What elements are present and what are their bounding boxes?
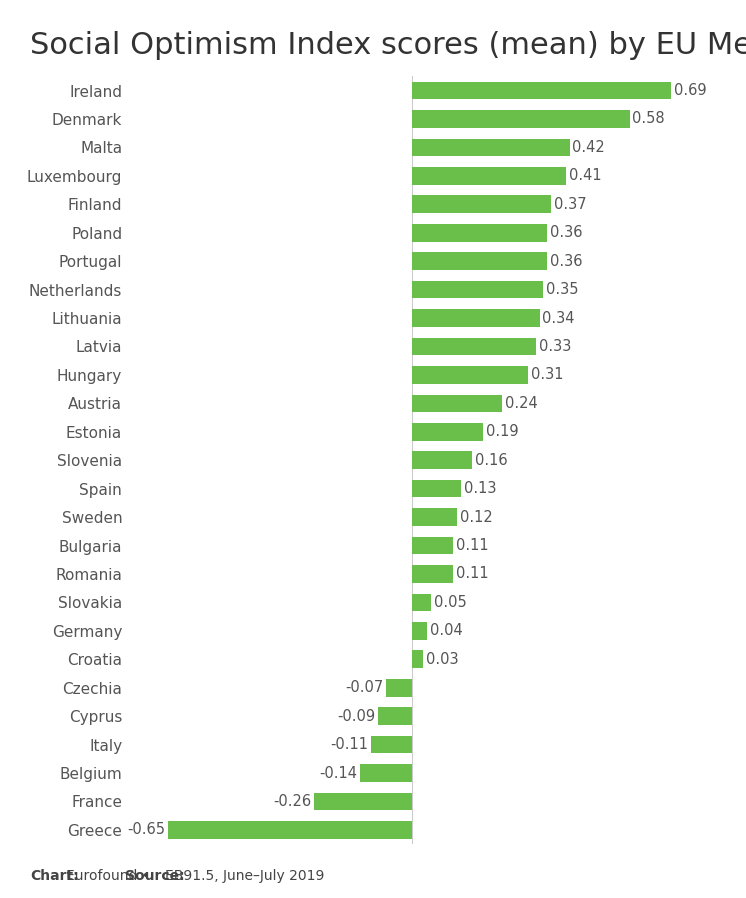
Bar xyxy=(412,224,548,242)
Bar xyxy=(378,708,412,725)
Text: 0.16: 0.16 xyxy=(474,453,507,468)
Text: 0.19: 0.19 xyxy=(486,424,518,439)
Bar xyxy=(412,394,502,412)
Text: Social Optimism Index scores (mean) by EU Member State: Social Optimism Index scores (mean) by E… xyxy=(30,31,746,60)
Text: 0.13: 0.13 xyxy=(463,481,496,497)
Text: 0.42: 0.42 xyxy=(572,140,605,155)
Bar xyxy=(412,196,551,213)
Text: 0.69: 0.69 xyxy=(674,83,706,98)
Text: -0.14: -0.14 xyxy=(319,765,357,780)
Text: -0.09: -0.09 xyxy=(338,709,376,724)
Bar xyxy=(412,452,472,469)
Text: 0.33: 0.33 xyxy=(539,339,571,354)
Bar xyxy=(168,821,412,839)
Text: -0.26: -0.26 xyxy=(274,794,312,809)
Text: EB91.5, June–July 2019: EB91.5, June–July 2019 xyxy=(165,868,325,883)
Text: 0.12: 0.12 xyxy=(460,509,492,524)
Text: 0.41: 0.41 xyxy=(568,168,601,183)
Text: 0.35: 0.35 xyxy=(546,282,579,297)
Bar xyxy=(412,167,566,185)
Bar xyxy=(412,309,540,327)
Text: 0.11: 0.11 xyxy=(456,567,489,582)
Text: 0.37: 0.37 xyxy=(554,197,586,212)
Bar xyxy=(412,110,630,128)
Bar xyxy=(412,338,536,356)
Text: Source:: Source: xyxy=(125,868,185,883)
Bar xyxy=(412,622,427,639)
Text: 0.05: 0.05 xyxy=(433,594,466,610)
Text: 0.34: 0.34 xyxy=(542,311,575,326)
Bar xyxy=(360,764,412,782)
Bar xyxy=(412,366,528,383)
Text: 0.04: 0.04 xyxy=(430,623,463,638)
Text: 0.31: 0.31 xyxy=(531,367,564,383)
Bar xyxy=(412,252,548,270)
Bar xyxy=(412,537,454,554)
Bar xyxy=(386,679,412,697)
Text: Eurofound •: Eurofound • xyxy=(66,868,154,883)
Bar xyxy=(412,423,483,441)
Bar xyxy=(412,480,461,497)
Bar xyxy=(315,793,412,810)
Bar xyxy=(412,138,570,156)
Bar xyxy=(412,650,424,668)
Bar xyxy=(412,594,431,612)
Text: Chart:: Chart: xyxy=(30,868,78,883)
Text: 0.36: 0.36 xyxy=(550,253,583,269)
Bar xyxy=(371,735,412,753)
Text: 0.11: 0.11 xyxy=(456,538,489,553)
Text: -0.65: -0.65 xyxy=(128,823,166,838)
Bar xyxy=(412,281,544,298)
Text: -0.11: -0.11 xyxy=(330,737,369,753)
Bar xyxy=(412,508,457,526)
Bar xyxy=(412,82,671,100)
Bar xyxy=(412,565,454,583)
Text: 0.24: 0.24 xyxy=(505,396,538,411)
Text: 0.58: 0.58 xyxy=(633,111,665,127)
Text: 0.03: 0.03 xyxy=(426,652,459,667)
Text: -0.07: -0.07 xyxy=(345,680,383,695)
Text: 0.36: 0.36 xyxy=(550,225,583,241)
